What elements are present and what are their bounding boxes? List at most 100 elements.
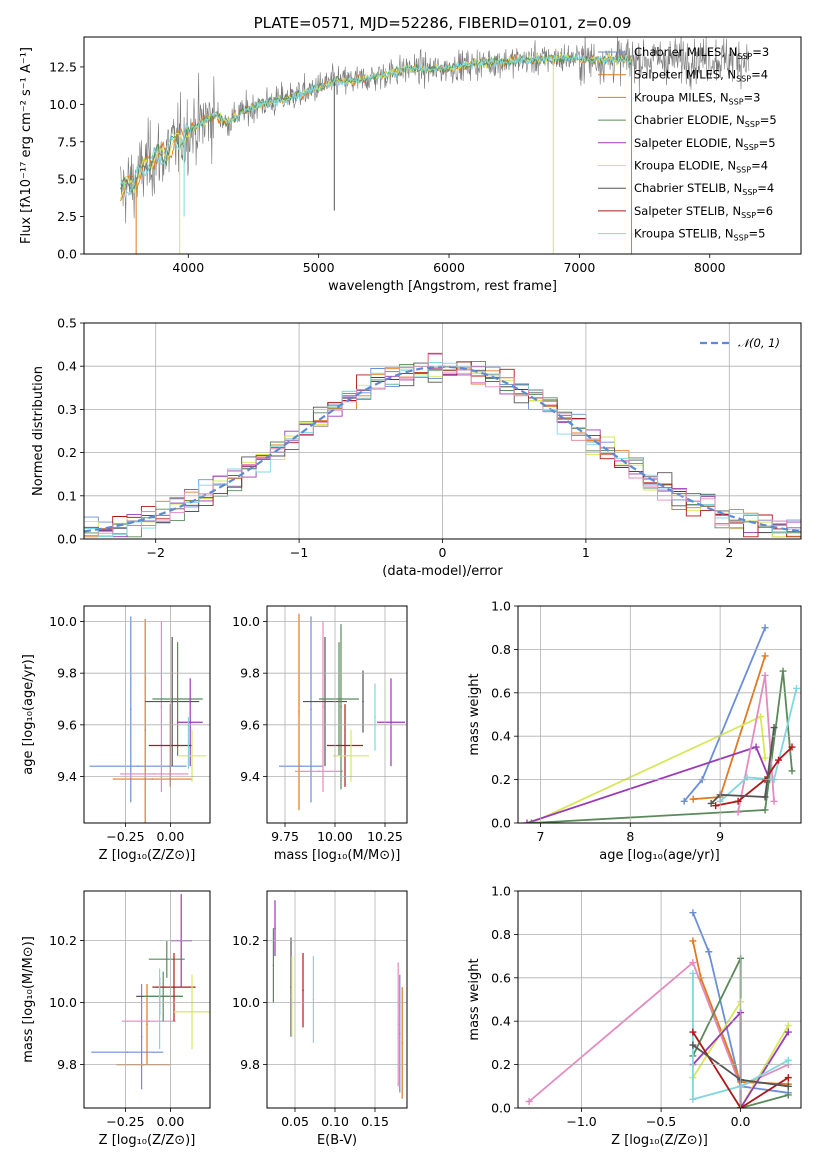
y-tick-label: 9.4: [57, 769, 77, 784]
legend-label: Salpeter ELODIE, NSSP=5: [634, 136, 776, 152]
plus-marker: [784, 1082, 792, 1090]
legend-label-val: =3: [752, 45, 769, 59]
axes-frame: [83, 322, 802, 540]
y-axis-label: mass [log₁₀(M/M⊙)]: [21, 936, 36, 1063]
plus-marker: [527, 819, 535, 823]
series-line: [719, 688, 798, 802]
y-tick-label: 0.0: [57, 532, 77, 547]
x-tick-label: 4000: [172, 260, 204, 275]
y-axis-label: Flux [fλ10⁻¹⁷ erg cm⁻² s⁻¹ A⁻¹]: [19, 47, 34, 244]
x-tick-label: −0.25: [106, 829, 144, 844]
plot-area: [91, 894, 210, 1090]
axes-frame: [266, 605, 408, 824]
x-axis-label: (data-model)/error: [382, 564, 503, 579]
axes-frame: [517, 605, 802, 824]
x-axis-label: wavelength [Angstrom, rest frame]: [328, 279, 557, 294]
data-point: [310, 708, 312, 711]
chart-mass-vs-ebv: 0.05 0.10 0.15 9.8 10.0 10.2 E(B-V): [232, 890, 408, 1148]
y-tick-label: 10.0: [49, 97, 77, 112]
legend-label-val: =4: [751, 68, 768, 82]
data-point: [298, 711, 300, 713]
plus-marker: [689, 937, 697, 945]
y-axis-label: age [log₁₀(age/yr)]: [21, 654, 36, 775]
data-point: [302, 989, 304, 991]
plot-area: [89, 616, 207, 823]
data-point: [130, 708, 132, 711]
legend-label: Salpeter MILES, NSSP=4: [634, 68, 768, 84]
plus-marker: [793, 684, 801, 692]
data-point: [187, 742, 190, 744]
y-tick-label: 10.0: [232, 614, 260, 629]
legend-label-sub: SSP: [742, 188, 757, 197]
plus-marker: [761, 754, 769, 762]
data-point: [318, 770, 320, 773]
plus-marker: [757, 713, 765, 721]
y-tick-label: 0.2: [57, 445, 77, 460]
legend-label-base: Chabrier ELODIE, N: [634, 113, 745, 127]
plus-marker: [770, 797, 778, 805]
y-tick-label: 0.0: [57, 247, 77, 262]
y-tick-label: 0.8: [491, 927, 511, 942]
legend-label: Chabrier STELIB, NSSP=4: [634, 181, 774, 197]
data-point: [397, 1023, 400, 1026]
y-tick-label: 0.2: [491, 1057, 511, 1072]
y-tick-label: 9.4: [240, 769, 260, 784]
series-line: [683, 627, 766, 802]
y-tick-label: 9.8: [240, 1057, 260, 1072]
series-line: [710, 727, 775, 805]
plus-marker: [680, 797, 688, 805]
plus-marker: [689, 1028, 697, 1036]
data-point: [162, 995, 164, 998]
plus-marker: [689, 959, 697, 967]
chart-age-vs-Z: −0.25 0.00 9.4 9.6 9.8 10.0 Z [log₁₀(Z/Z⊙)] age…: [21, 605, 211, 863]
plus-marker: [779, 667, 787, 675]
legend-label: Chabrier ELODIE, NSSP=5: [634, 113, 777, 129]
data-point: [322, 705, 324, 708]
axes-frame: [83, 36, 802, 255]
plot-area: [272, 900, 404, 1099]
data-point: [189, 721, 191, 724]
chart-mass-weight-vs-Z: −1.0 −0.5 0.0 0.0 0.2 0.4 0.6 0.8 1.0 Z [log₁₀(Z/…: [467, 884, 802, 1148]
spectrum-model-line: [120, 52, 632, 197]
x-tick-label: −0.25: [106, 1114, 144, 1129]
data-point: [344, 744, 346, 747]
data-point: [166, 958, 168, 960]
data-point: [350, 755, 352, 757]
legend-label-val: =4: [757, 181, 774, 195]
x-tick-label: 5000: [303, 260, 335, 275]
legend-label-val: =4: [751, 159, 768, 173]
y-axis-label: Normed distribution: [31, 366, 46, 496]
series-line: [692, 973, 789, 1101]
y-axis-label: mass weight: [467, 958, 482, 1040]
x-tick-label: 10.00: [317, 829, 353, 844]
plot-area: [523, 624, 801, 823]
x-axis-label: mass [log₁₀(M/M⊙)]: [274, 848, 401, 863]
data-point: [191, 1011, 193, 1013]
x-axis-label: Z [log₁₀(Z/Z⊙)]: [611, 1133, 708, 1148]
y-tick-label: 1.0: [491, 884, 511, 899]
x-axis-label: E(B-V): [317, 1133, 357, 1148]
legend-label: Chabrier MILES, NSSP=3: [634, 45, 769, 61]
plus-marker: [784, 1091, 792, 1099]
plus-marker: [712, 802, 720, 810]
x-tick-label: −0.5: [646, 1114, 676, 1129]
chart-mass-vs-Z: −0.25 0.00 9.8 10.0 10.2 Z [log₁₀(Z/Z⊙)] mass …: [21, 890, 211, 1148]
data-point: [390, 721, 392, 724]
data-point: [312, 998, 315, 1001]
legend-label: Salpeter STELIB, NSSP=6: [634, 204, 773, 220]
legend-label-sub: SSP: [737, 52, 752, 61]
plus-marker: [689, 969, 697, 977]
plus-marker: [784, 1074, 792, 1082]
plot-area: [279, 613, 405, 811]
x-tick-label: 7000: [563, 260, 595, 275]
data-point: [291, 995, 293, 998]
axes-frame: [83, 605, 211, 824]
legend-label-val: =5: [759, 136, 776, 150]
legend-label-sub: SSP: [736, 166, 751, 175]
x-tick-label: 0: [439, 545, 447, 560]
plus-marker: [705, 948, 713, 956]
legend-label-val: =6: [756, 204, 773, 218]
y-tick-label: 0.8: [491, 642, 511, 657]
x-tick-label: 6000: [433, 260, 465, 275]
